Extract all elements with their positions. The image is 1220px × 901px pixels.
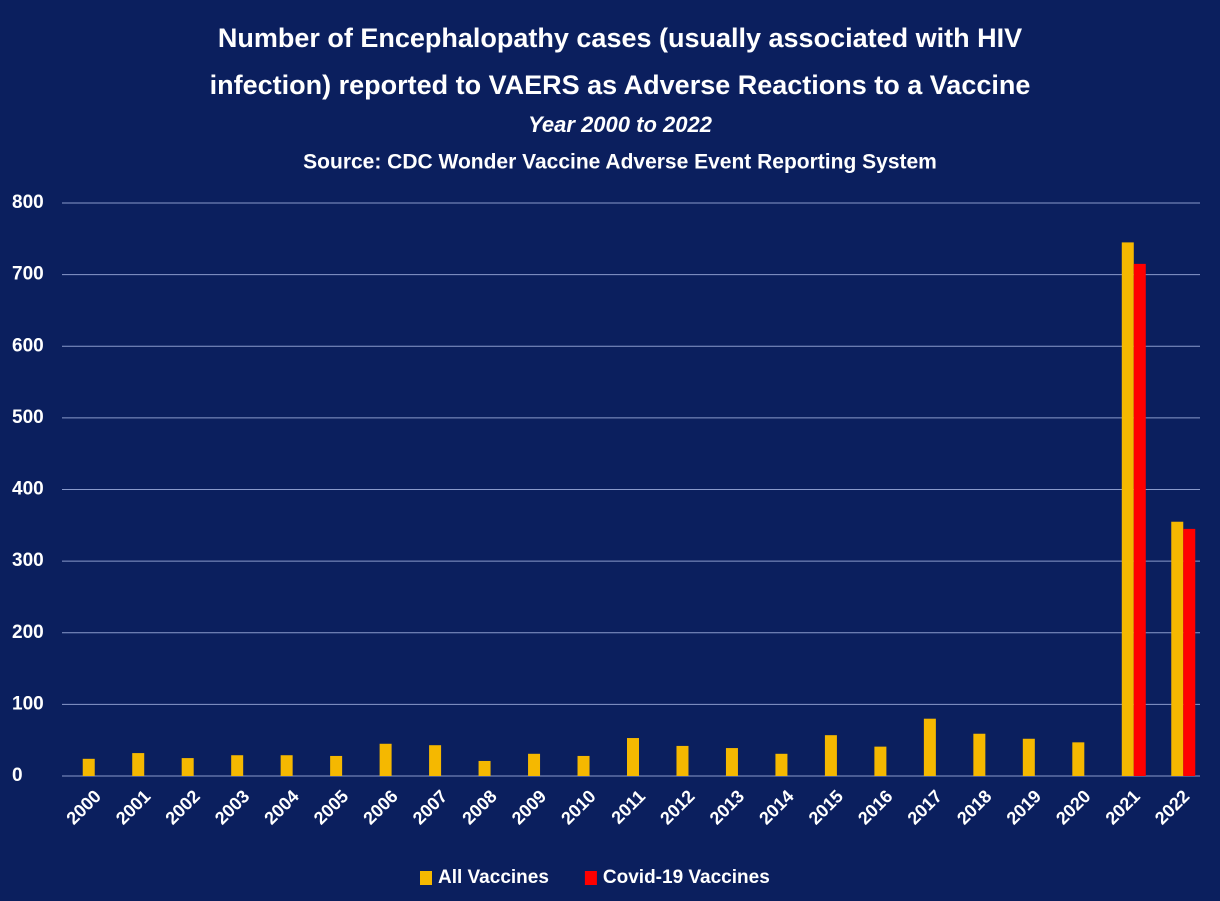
legend-label: All Vaccines (438, 867, 549, 888)
bar (1133, 263, 1146, 777)
bar (1183, 528, 1196, 776)
y-tick-label: 700 (12, 264, 44, 285)
bar (82, 758, 95, 776)
chart-source: Source: CDC Wonder Vaccine Adverse Event… (303, 151, 937, 174)
legend-label: Covid-19 Vaccines (603, 867, 770, 888)
y-tick-label: 300 (12, 550, 44, 571)
chart-title: Number of Encephalopathy cases (usually … (218, 23, 1022, 53)
y-tick-label: 0 (12, 765, 23, 786)
chart-subtitle: Year 2000 to 2022 (528, 112, 713, 137)
bar (874, 746, 887, 776)
bar (280, 755, 293, 776)
bar (330, 755, 343, 776)
chart-title: infection) reported to VAERS as Adverse … (210, 70, 1031, 100)
bar (181, 758, 194, 776)
bar (1022, 738, 1035, 776)
legend-swatch (584, 871, 597, 885)
bar (429, 745, 442, 776)
bar (1072, 742, 1085, 776)
y-tick-label: 200 (12, 622, 44, 643)
y-tick-label: 600 (12, 335, 44, 356)
bar (923, 718, 936, 776)
bar (231, 755, 244, 776)
bar (973, 733, 986, 776)
bar (1121, 242, 1134, 777)
bar (725, 748, 738, 776)
legend-swatch (420, 871, 432, 885)
bar (577, 755, 590, 776)
y-tick-label: 100 (12, 693, 44, 714)
y-tick-label: 800 (12, 192, 44, 213)
y-tick-label: 500 (12, 407, 44, 428)
bar (775, 753, 788, 776)
bar (379, 743, 392, 776)
bar (1171, 521, 1184, 776)
bar (627, 738, 639, 776)
bar (132, 753, 145, 776)
bar (676, 745, 689, 776)
bar (528, 753, 541, 776)
bar (478, 760, 491, 776)
y-tick-label: 400 (12, 479, 44, 500)
bar (824, 735, 837, 776)
